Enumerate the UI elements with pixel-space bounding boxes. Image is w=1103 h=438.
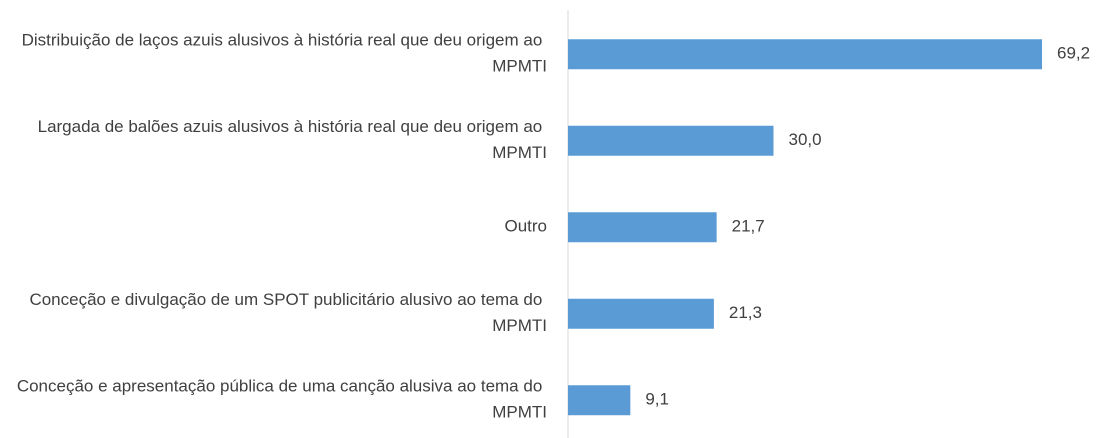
bar xyxy=(568,385,631,416)
value-label: 69,2 xyxy=(1057,44,1090,63)
category-label: Conceção e divulgação de um SPOT publici… xyxy=(29,290,547,335)
value-label: 9,1 xyxy=(645,390,669,409)
value-label: 21,7 xyxy=(732,217,765,236)
category-label: Largada de balões azuis alusivos à histó… xyxy=(38,117,547,162)
category-label: Distribuição de laços azuis alusivos à h… xyxy=(22,31,547,76)
value-label: 21,3 xyxy=(729,303,762,322)
bar xyxy=(568,212,717,243)
bar xyxy=(568,39,1043,70)
bar xyxy=(568,298,714,329)
value-label: 30,0 xyxy=(789,130,822,149)
category-label: Conceção e apresentação pública de uma c… xyxy=(17,377,547,422)
bar xyxy=(568,125,774,156)
category-label: Outro xyxy=(504,217,547,236)
